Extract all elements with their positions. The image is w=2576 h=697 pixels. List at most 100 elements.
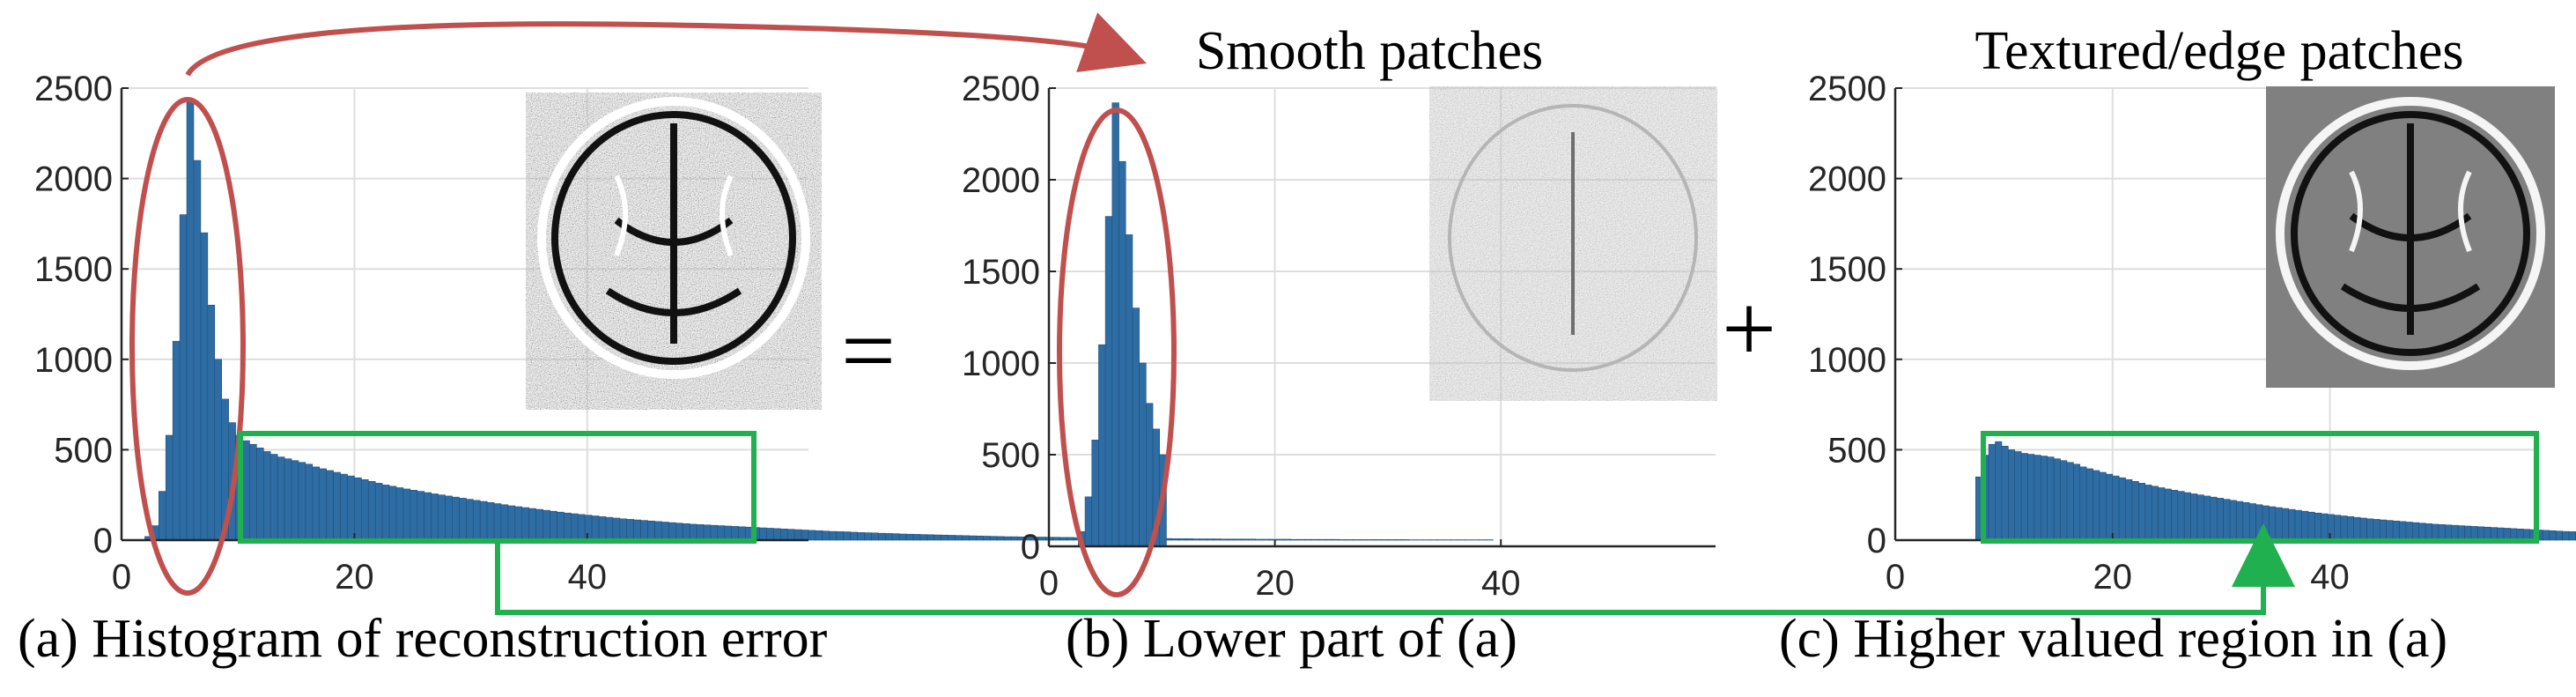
histogram-bar [2464, 525, 2472, 541]
histogram-bar [543, 509, 550, 541]
x-tick-label: 0 [1039, 564, 1059, 603]
histogram-bar [2451, 524, 2459, 541]
histogram-bar [2438, 524, 2446, 541]
y-tick-label: 2500 [962, 70, 1040, 108]
histogram-bar [2568, 531, 2576, 541]
histogram-bar [2386, 520, 2394, 541]
y-tick-label: 1000 [962, 345, 1040, 383]
histogram-bar [934, 534, 942, 541]
histogram-bar [2327, 514, 2335, 541]
histogram-bar [2262, 505, 2270, 541]
histogram-bar [1118, 160, 1126, 547]
y-tick-label: 1000 [1808, 341, 1886, 380]
histogram-bar [955, 535, 963, 541]
histogram-bar [2269, 506, 2277, 541]
y-tick-label: 0 [1021, 528, 1040, 567]
histogram-bar [2177, 491, 2185, 541]
histogram-bar [193, 159, 202, 541]
histogram-bar [710, 524, 719, 541]
histogram-bar [1206, 538, 1214, 541]
histogram-bar [668, 522, 676, 541]
histogram-bar [2118, 477, 2126, 541]
histogram-bar [1346, 539, 1354, 541]
histogram-bar [165, 434, 173, 541]
histogram-bar [2164, 488, 2172, 541]
histogram-bar [2008, 449, 2016, 541]
histogram-bar [2229, 500, 2237, 541]
histogram-bar [367, 481, 376, 541]
histogram-bar [801, 530, 809, 541]
histogram-bar [577, 514, 586, 541]
histogram-bar [1199, 538, 1207, 541]
histogram-bar [2047, 456, 2055, 541]
histogram-bar [2301, 510, 2309, 541]
histogram-bar [912, 534, 921, 541]
histogram-bar [2321, 513, 2329, 541]
histogram-bar [969, 535, 977, 541]
histogram-bar [731, 526, 739, 541]
histogram-bar [836, 531, 844, 541]
histogram-bar [1290, 538, 1298, 541]
histogram-bar [2223, 499, 2231, 541]
histogram-bar [843, 531, 851, 541]
histogram-bar [2085, 468, 2093, 541]
histogram-bar [2242, 502, 2250, 541]
histogram-bar [333, 471, 341, 541]
histogram-bar [766, 528, 774, 541]
histogram-bar [1248, 538, 1256, 541]
histogram-bar [605, 516, 614, 541]
histogram-bar [1084, 496, 1093, 547]
histogram-bar [2307, 511, 2315, 541]
histogram-bar [983, 536, 991, 541]
histogram-bar [1283, 538, 1291, 541]
y-tick-label: 2000 [34, 160, 113, 199]
histogram-bar [2549, 530, 2557, 541]
histogram-bar [2158, 487, 2166, 541]
histogram-bar [2445, 524, 2453, 541]
histogram-bar [2014, 451, 2022, 541]
histogram-bar [2060, 460, 2068, 541]
histogram-bar [507, 505, 516, 541]
histogram-bar [2470, 526, 2478, 541]
histogram-bar [1241, 538, 1250, 541]
histogram-bar [200, 232, 209, 541]
y-tick-label: 0 [1867, 522, 1886, 560]
plus-sign: + [1722, 275, 1776, 382]
histogram-bar [1132, 308, 1140, 547]
histogram-bar [2144, 485, 2152, 541]
histogram-bar [2248, 503, 2256, 541]
histogram-bar [479, 501, 488, 541]
histogram-bar [1296, 538, 1305, 541]
histogram-bar [2203, 495, 2211, 541]
histogram-bar [1227, 538, 1236, 541]
histogram-bar [2347, 516, 2355, 541]
histogram-bar [2497, 527, 2505, 541]
histogram-bar [773, 528, 781, 541]
histogram-bar [878, 532, 886, 541]
caption-c: (c) Higher valued region in (a) [1779, 609, 2447, 669]
histogram-bar [898, 533, 907, 541]
histogram-bar [2033, 455, 2041, 541]
histogram-bar [647, 520, 655, 541]
histogram-bar [186, 102, 195, 541]
histogram-bar [1360, 539, 1368, 541]
inset-brain-smooth [1429, 86, 1717, 401]
x-tick-label: 20 [335, 558, 374, 597]
histogram-bar [703, 524, 712, 541]
histogram-bar [850, 531, 858, 541]
histogram-bar [1995, 441, 2003, 541]
histogram-bar [2562, 530, 2570, 541]
histogram-bar [459, 498, 467, 541]
histogram-bar [159, 491, 166, 541]
histogram-bar [2255, 504, 2263, 541]
histogram-bar [2288, 508, 2296, 541]
histogram-bar [717, 525, 726, 541]
histogram-bar [550, 510, 557, 541]
histogram-bar [2334, 515, 2342, 541]
y-tick-label: 1000 [34, 341, 113, 380]
histogram-bar [395, 487, 404, 541]
histogram-bar [793, 529, 802, 541]
red-ellipse-b [1057, 108, 1177, 597]
histogram-bar [431, 493, 439, 541]
inset-brain-textured [2266, 86, 2555, 388]
